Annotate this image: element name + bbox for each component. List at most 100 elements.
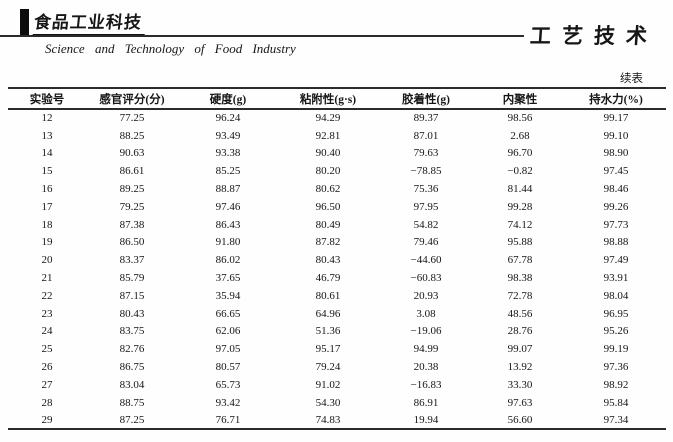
value-cell: 46.79 — [315, 272, 341, 285]
value-cell: −19.06 — [410, 325, 442, 338]
value-cell: 97.63 — [507, 396, 533, 409]
table-row: 27 83.04 65.73 91.02 −16.83 33.30 98.92 — [8, 376, 666, 394]
experiment-id-cell: 27 — [41, 378, 53, 391]
value-cell: 64.96 — [315, 307, 341, 320]
value-cell: 97.73 — [603, 218, 629, 231]
value-cell: 48.56 — [507, 307, 533, 320]
col-header-hardness: 硬度(g) — [178, 88, 278, 110]
value-cell: 99.19 — [603, 343, 629, 356]
value-cell: 2.68 — [510, 129, 530, 142]
table-row: 28 88.75 93.42 54.30 86.91 97.63 95.84 — [8, 394, 666, 412]
value-cell: 13.92 — [507, 361, 533, 374]
section-title: 工艺技术 — [529, 24, 659, 48]
experiment-id-cell: 24 — [41, 325, 53, 338]
value-cell: 82.76 — [119, 343, 145, 356]
value-cell: 51.36 — [315, 325, 341, 338]
value-cell: 97.34 — [603, 413, 629, 426]
experiment-id-cell: 22 — [41, 289, 53, 302]
experiment-id-cell: 21 — [41, 272, 53, 285]
value-cell: 97.05 — [215, 343, 241, 356]
results-table-header: 实验号 感官评分(分) 硬度(g) 粘附性(g·s) 胶着性(g) 内聚性 持水… — [8, 88, 666, 110]
masthead-rule — [0, 35, 524, 37]
table-row: 17 79.25 97.46 96.50 97.95 99.28 99.26 — [8, 198, 666, 216]
experiment-id-cell: 14 — [41, 147, 53, 160]
value-cell: 91.80 — [215, 236, 241, 249]
table-row: 29 87.25 76.71 74.83 19.94 56.60 97.34 — [8, 412, 666, 430]
value-cell: 81.44 — [507, 183, 533, 196]
value-cell: 99.28 — [507, 200, 533, 213]
value-cell: 54.30 — [315, 396, 341, 409]
value-cell: 79.25 — [119, 200, 145, 213]
value-cell: 85.79 — [119, 272, 145, 285]
experiment-id-cell: 15 — [41, 165, 53, 178]
journal-masthead: 食品工业科技 工艺技术 Science and Technology of Fo… — [0, 0, 673, 60]
col-header-water-holding: 持水力(%) — [566, 88, 666, 110]
col-header-cohesiveness: 内聚性 — [474, 88, 566, 110]
value-cell: 20.93 — [413, 289, 439, 302]
table-row: 18 87.38 86.43 80.49 54.82 74.12 97.73 — [8, 216, 666, 234]
table-row: 15 86.61 85.25 80.20 −78.85 −0.82 97.45 — [8, 162, 666, 180]
value-cell: 86.61 — [119, 165, 145, 178]
value-cell: 80.43 — [119, 307, 145, 320]
table-row: 25 82.76 97.05 95.17 94.99 99.07 99.19 — [8, 340, 666, 358]
value-cell: 99.26 — [603, 200, 629, 213]
value-cell: 91.02 — [315, 378, 341, 391]
value-cell: 80.43 — [315, 254, 341, 267]
value-cell: 86.02 — [215, 254, 241, 267]
value-cell: 65.73 — [215, 378, 241, 391]
value-cell: 95.26 — [603, 325, 629, 338]
results-table-container: 实验号 感官评分(分) 硬度(g) 粘附性(g·s) 胶着性(g) 内聚性 持水… — [8, 87, 666, 431]
experiment-id-cell: 20 — [41, 254, 53, 267]
experiment-id-cell: 17 — [41, 200, 53, 213]
value-cell: 97.49 — [603, 254, 629, 267]
value-cell: 74.83 — [315, 413, 341, 426]
value-cell: 79.46 — [413, 236, 439, 249]
value-cell: 54.82 — [413, 218, 439, 231]
table-row: 26 86.75 80.57 79.24 20.38 13.92 97.36 — [8, 358, 666, 376]
value-cell: 20.38 — [413, 361, 439, 374]
value-cell: 87.25 — [119, 413, 145, 426]
experiment-id-cell: 13 — [41, 129, 53, 142]
experiment-id-cell: 18 — [41, 218, 53, 231]
journal-title-english: Science and Technology of Food Industry — [45, 41, 296, 56]
value-cell: 76.71 — [215, 413, 241, 426]
value-cell: 99.10 — [603, 129, 629, 142]
col-header-adhesiveness: 粘附性(g·s) — [278, 88, 378, 110]
value-cell: 96.70 — [507, 147, 533, 160]
value-cell: 95.84 — [603, 396, 629, 409]
value-cell: 67.78 — [507, 254, 533, 267]
value-cell: 80.61 — [315, 289, 341, 302]
value-cell: 86.91 — [413, 396, 439, 409]
value-cell: 87.15 — [119, 289, 145, 302]
value-cell: −16.83 — [410, 378, 442, 391]
value-cell: 35.94 — [215, 289, 241, 302]
value-cell: 97.95 — [413, 200, 439, 213]
value-cell: 96.50 — [315, 200, 341, 213]
value-cell: 88.75 — [119, 396, 145, 409]
value-cell: 62.06 — [215, 325, 241, 338]
value-cell: 87.82 — [315, 236, 341, 249]
value-cell: 96.24 — [215, 112, 241, 125]
col-header-sensory-score: 感官评分(分) — [86, 88, 178, 110]
table-row: 19 86.50 91.80 87.82 79.46 95.88 98.88 — [8, 234, 666, 252]
value-cell: 89.25 — [119, 183, 145, 196]
value-cell: 90.40 — [315, 147, 341, 160]
value-cell: 93.42 — [215, 396, 241, 409]
value-cell: −44.60 — [410, 254, 442, 267]
value-cell: 94.29 — [315, 112, 341, 125]
value-cell: 93.38 — [215, 147, 241, 160]
experiment-id-cell: 16 — [41, 183, 53, 196]
value-cell: 98.38 — [507, 272, 533, 285]
value-cell: −60.83 — [410, 272, 442, 285]
value-cell: 97.36 — [603, 361, 629, 374]
value-cell: 89.37 — [413, 112, 439, 125]
table-row: 21 85.79 37.65 46.79 −60.83 98.38 93.91 — [8, 269, 666, 287]
experiment-id-cell: 12 — [41, 112, 53, 125]
value-cell: 95.17 — [315, 343, 341, 356]
results-table-body: 12 77.25 96.24 94.29 89.37 98.56 99.17 13 88.25 9… — [8, 109, 666, 429]
value-cell: −0.82 — [507, 165, 533, 178]
value-cell: 77.25 — [119, 112, 145, 125]
table-row: 14 90.63 93.38 90.40 79.63 96.70 98.90 — [8, 145, 666, 163]
value-cell: 85.25 — [215, 165, 241, 178]
